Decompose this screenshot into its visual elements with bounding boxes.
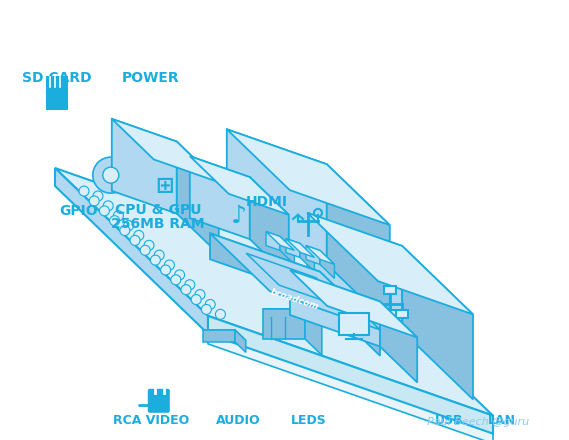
FancyBboxPatch shape — [395, 310, 407, 319]
Circle shape — [113, 211, 123, 221]
Circle shape — [181, 285, 191, 295]
Circle shape — [93, 157, 129, 193]
FancyBboxPatch shape — [384, 310, 395, 319]
Polygon shape — [307, 213, 402, 331]
Circle shape — [185, 280, 195, 290]
Polygon shape — [190, 156, 250, 239]
Circle shape — [100, 206, 109, 216]
Polygon shape — [402, 246, 473, 400]
Circle shape — [175, 270, 184, 280]
Polygon shape — [227, 129, 390, 225]
Circle shape — [79, 186, 89, 196]
Circle shape — [216, 309, 225, 319]
Polygon shape — [320, 250, 335, 279]
Text: 256MB RAM: 256MB RAM — [112, 216, 205, 231]
Polygon shape — [286, 238, 300, 257]
Polygon shape — [263, 309, 305, 339]
Polygon shape — [55, 168, 208, 334]
Text: CPU & GPU: CPU & GPU — [115, 203, 201, 217]
Polygon shape — [208, 316, 493, 434]
Text: ♪: ♪ — [231, 204, 247, 228]
Circle shape — [134, 231, 144, 240]
Circle shape — [123, 220, 134, 231]
Text: LEDS: LEDS — [291, 414, 326, 427]
Circle shape — [144, 240, 154, 250]
Polygon shape — [266, 231, 280, 250]
Circle shape — [191, 294, 201, 304]
Polygon shape — [227, 129, 327, 264]
Text: GPIO: GPIO — [59, 204, 98, 218]
Polygon shape — [208, 316, 493, 440]
Circle shape — [150, 255, 160, 265]
Circle shape — [103, 201, 113, 211]
Text: ⊞: ⊞ — [155, 176, 174, 196]
Polygon shape — [306, 246, 335, 264]
Circle shape — [93, 191, 103, 201]
FancyBboxPatch shape — [384, 286, 395, 294]
Polygon shape — [300, 243, 315, 271]
Polygon shape — [316, 278, 349, 322]
Polygon shape — [250, 177, 289, 277]
Polygon shape — [235, 330, 246, 352]
Polygon shape — [246, 253, 316, 290]
Circle shape — [103, 167, 119, 183]
Text: USB: USB — [435, 414, 464, 427]
Text: Paul Beech @guru: Paul Beech @guru — [427, 418, 529, 427]
Polygon shape — [112, 119, 219, 182]
FancyBboxPatch shape — [148, 389, 170, 413]
Circle shape — [160, 265, 171, 275]
Circle shape — [110, 216, 119, 226]
Polygon shape — [280, 236, 294, 264]
Text: RCA VIDEO: RCA VIDEO — [113, 414, 189, 427]
Circle shape — [201, 304, 212, 315]
Polygon shape — [190, 156, 289, 215]
Text: LAN: LAN — [488, 414, 516, 427]
Circle shape — [171, 275, 181, 285]
Polygon shape — [55, 168, 493, 416]
Polygon shape — [203, 330, 235, 342]
Polygon shape — [210, 233, 380, 330]
Circle shape — [205, 300, 215, 309]
FancyBboxPatch shape — [372, 310, 384, 319]
Text: HDMI: HDMI — [245, 195, 287, 209]
Polygon shape — [210, 233, 320, 298]
Polygon shape — [290, 270, 380, 347]
Polygon shape — [290, 270, 417, 337]
Text: AUDIO: AUDIO — [216, 414, 260, 427]
Polygon shape — [246, 253, 349, 310]
Circle shape — [120, 226, 130, 235]
Circle shape — [130, 235, 140, 246]
Polygon shape — [112, 119, 177, 213]
Circle shape — [195, 290, 205, 300]
Circle shape — [89, 196, 99, 206]
Polygon shape — [327, 164, 390, 325]
Polygon shape — [263, 309, 322, 325]
FancyBboxPatch shape — [339, 313, 369, 335]
Polygon shape — [305, 309, 322, 355]
Polygon shape — [306, 246, 320, 264]
Polygon shape — [380, 301, 417, 382]
Polygon shape — [203, 330, 246, 341]
Polygon shape — [320, 272, 380, 356]
Polygon shape — [286, 238, 315, 257]
Polygon shape — [266, 231, 294, 250]
Text: POWER: POWER — [122, 71, 180, 85]
Polygon shape — [177, 142, 219, 254]
Text: SD CARD: SD CARD — [22, 71, 92, 85]
Circle shape — [140, 245, 150, 255]
Circle shape — [154, 250, 164, 260]
FancyBboxPatch shape — [46, 76, 68, 110]
Text: broadcom: broadcom — [270, 287, 320, 312]
Circle shape — [164, 260, 175, 270]
Polygon shape — [307, 213, 473, 315]
